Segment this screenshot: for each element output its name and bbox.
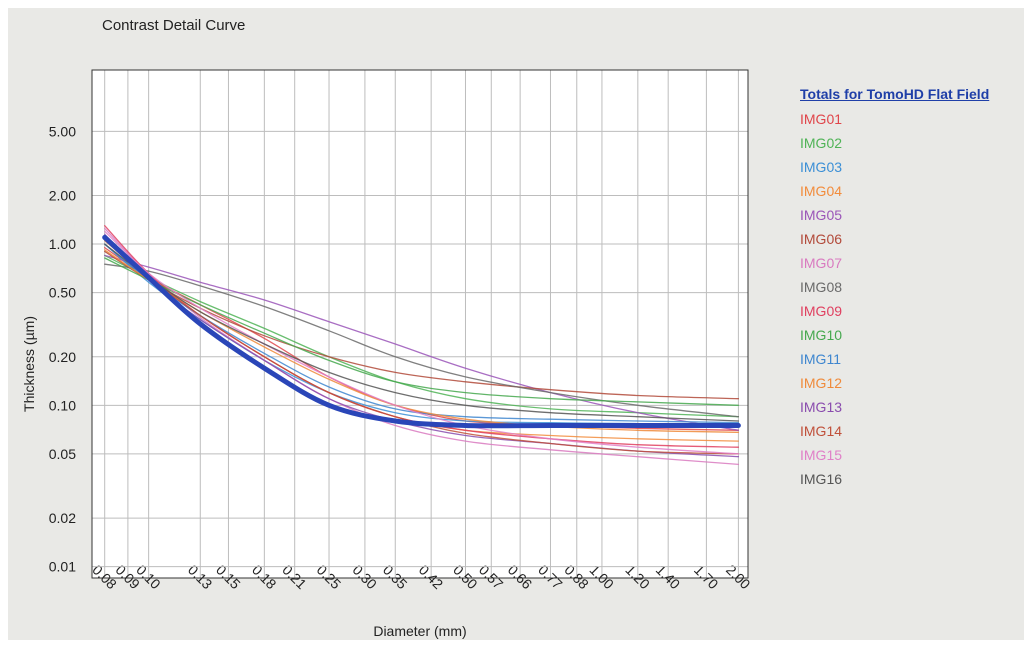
plot-frame [91,69,749,579]
chart-title: Contrast Detail Curve [102,17,246,34]
legend-item-img02: IMG02 [800,135,843,151]
plot-area [92,70,748,578]
legend-item-img01: IMG01 [800,111,843,127]
legend-item-img13: IMG13 [800,399,843,415]
y-tick-label: 0.20 [49,349,76,365]
legend-item-img07: IMG07 [800,255,843,271]
legend-item-img14: IMG14 [800,423,843,439]
legend-item-img03: IMG03 [800,159,843,175]
legend-item-img10: IMG10 [800,327,843,343]
legend-title-link[interactable]: Totals for TomoHD Flat Field [800,86,990,102]
legend-item-img16: IMG16 [800,471,843,487]
series-line-img06 [104,250,740,400]
series-line-img02 [104,254,740,418]
y-tick-label: 0.50 [49,285,76,301]
y-tick-label: 0.01 [49,559,76,575]
legend-item-img09: IMG09 [800,303,843,319]
legend: Totals for TomoHD Flat Field IMG01 IMG02 I… [800,86,1024,491]
series-line-img14 [104,236,740,455]
legend-item-img11: IMG11 [800,351,841,367]
chart-svg: 0.080.090.10 0.130.15 0.18 0.21 0.25 0.30 0.35… [21,69,754,639]
series-line-totals-for-tomohd-flat-field [102,234,741,429]
y-tick-label: 0.10 [49,397,76,413]
series-line-img16 [104,243,740,422]
legend-item-img06: IMG06 [800,231,843,247]
series-line-img10 [104,257,740,406]
legend-items: IMG01 IMG02 IMG03 IMG04 IMG05 IMG06 IMG07 IMG08… [800,107,1024,491]
y-axis-label: Thickness (µm) [21,316,37,412]
x-axis-label: Diameter (mm) [373,623,466,639]
series-line-img08 [104,263,740,418]
legend-item-img08: IMG08 [800,279,843,295]
y-tick-label: 2.00 [49,188,76,204]
series-line-img05 [104,254,740,431]
series-lines [102,225,741,466]
legend-item-img05: IMG05 [800,207,843,223]
y-tick-label: 0.02 [49,510,76,526]
legend-item-img12: IMG12 [800,375,843,391]
y-tick-label: 5.00 [49,123,76,139]
series-line-img15 [104,230,740,455]
legend-item-img04: IMG04 [800,183,843,199]
y-tick-label: 1.00 [49,236,76,252]
legend-item-img15: IMG15 [800,447,843,463]
chart-panel: Contrast Detail Curve 0.08 0.09 0.10 0.13 0.… [8,8,1024,640]
y-tick-label: 0.05 [49,446,76,462]
